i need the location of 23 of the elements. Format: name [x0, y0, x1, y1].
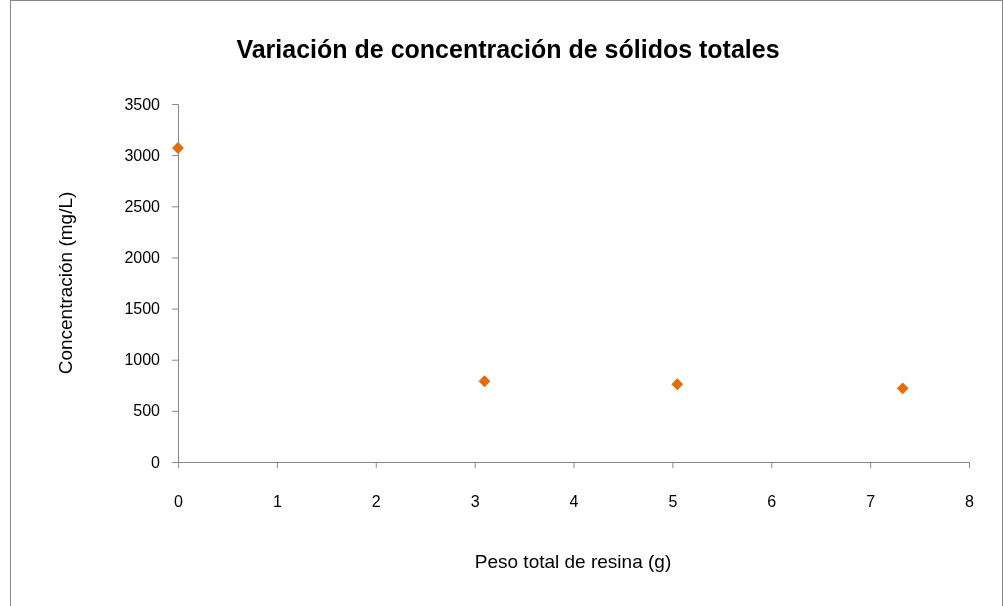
y-tick-label: 2000: [124, 249, 161, 267]
point: [671, 378, 684, 391]
x-tick-label: 6: [767, 493, 777, 511]
y-tick-label: 3000: [124, 146, 161, 164]
x-tick-label: 7: [866, 493, 876, 511]
x-tick-label: 8: [965, 493, 975, 511]
x-tick-label: 1: [272, 493, 282, 511]
y-tick-label: 1500: [124, 300, 161, 318]
x-tick-label: 5: [668, 493, 678, 511]
x-tick-label: 3: [470, 493, 480, 511]
chart-title: Variación de concentración de sólidos totales: [236, 35, 780, 63]
x-axis-title: Peso total de resina (g): [474, 551, 672, 572]
y-tick-label: 500: [133, 402, 161, 420]
point: [896, 382, 909, 395]
y-tick-label: 0: [151, 453, 161, 471]
x-tick-label: 4: [569, 493, 579, 511]
point: [478, 375, 491, 388]
x-tick-label: 0: [174, 493, 184, 511]
x-tick-label: 2: [371, 493, 381, 511]
y-tick-label: 3500: [124, 95, 161, 113]
y-tick-label: 2500: [124, 197, 161, 215]
y-axis-title: Concentración (mg/L): [55, 191, 76, 375]
y-tick-label: 1000: [124, 351, 161, 369]
